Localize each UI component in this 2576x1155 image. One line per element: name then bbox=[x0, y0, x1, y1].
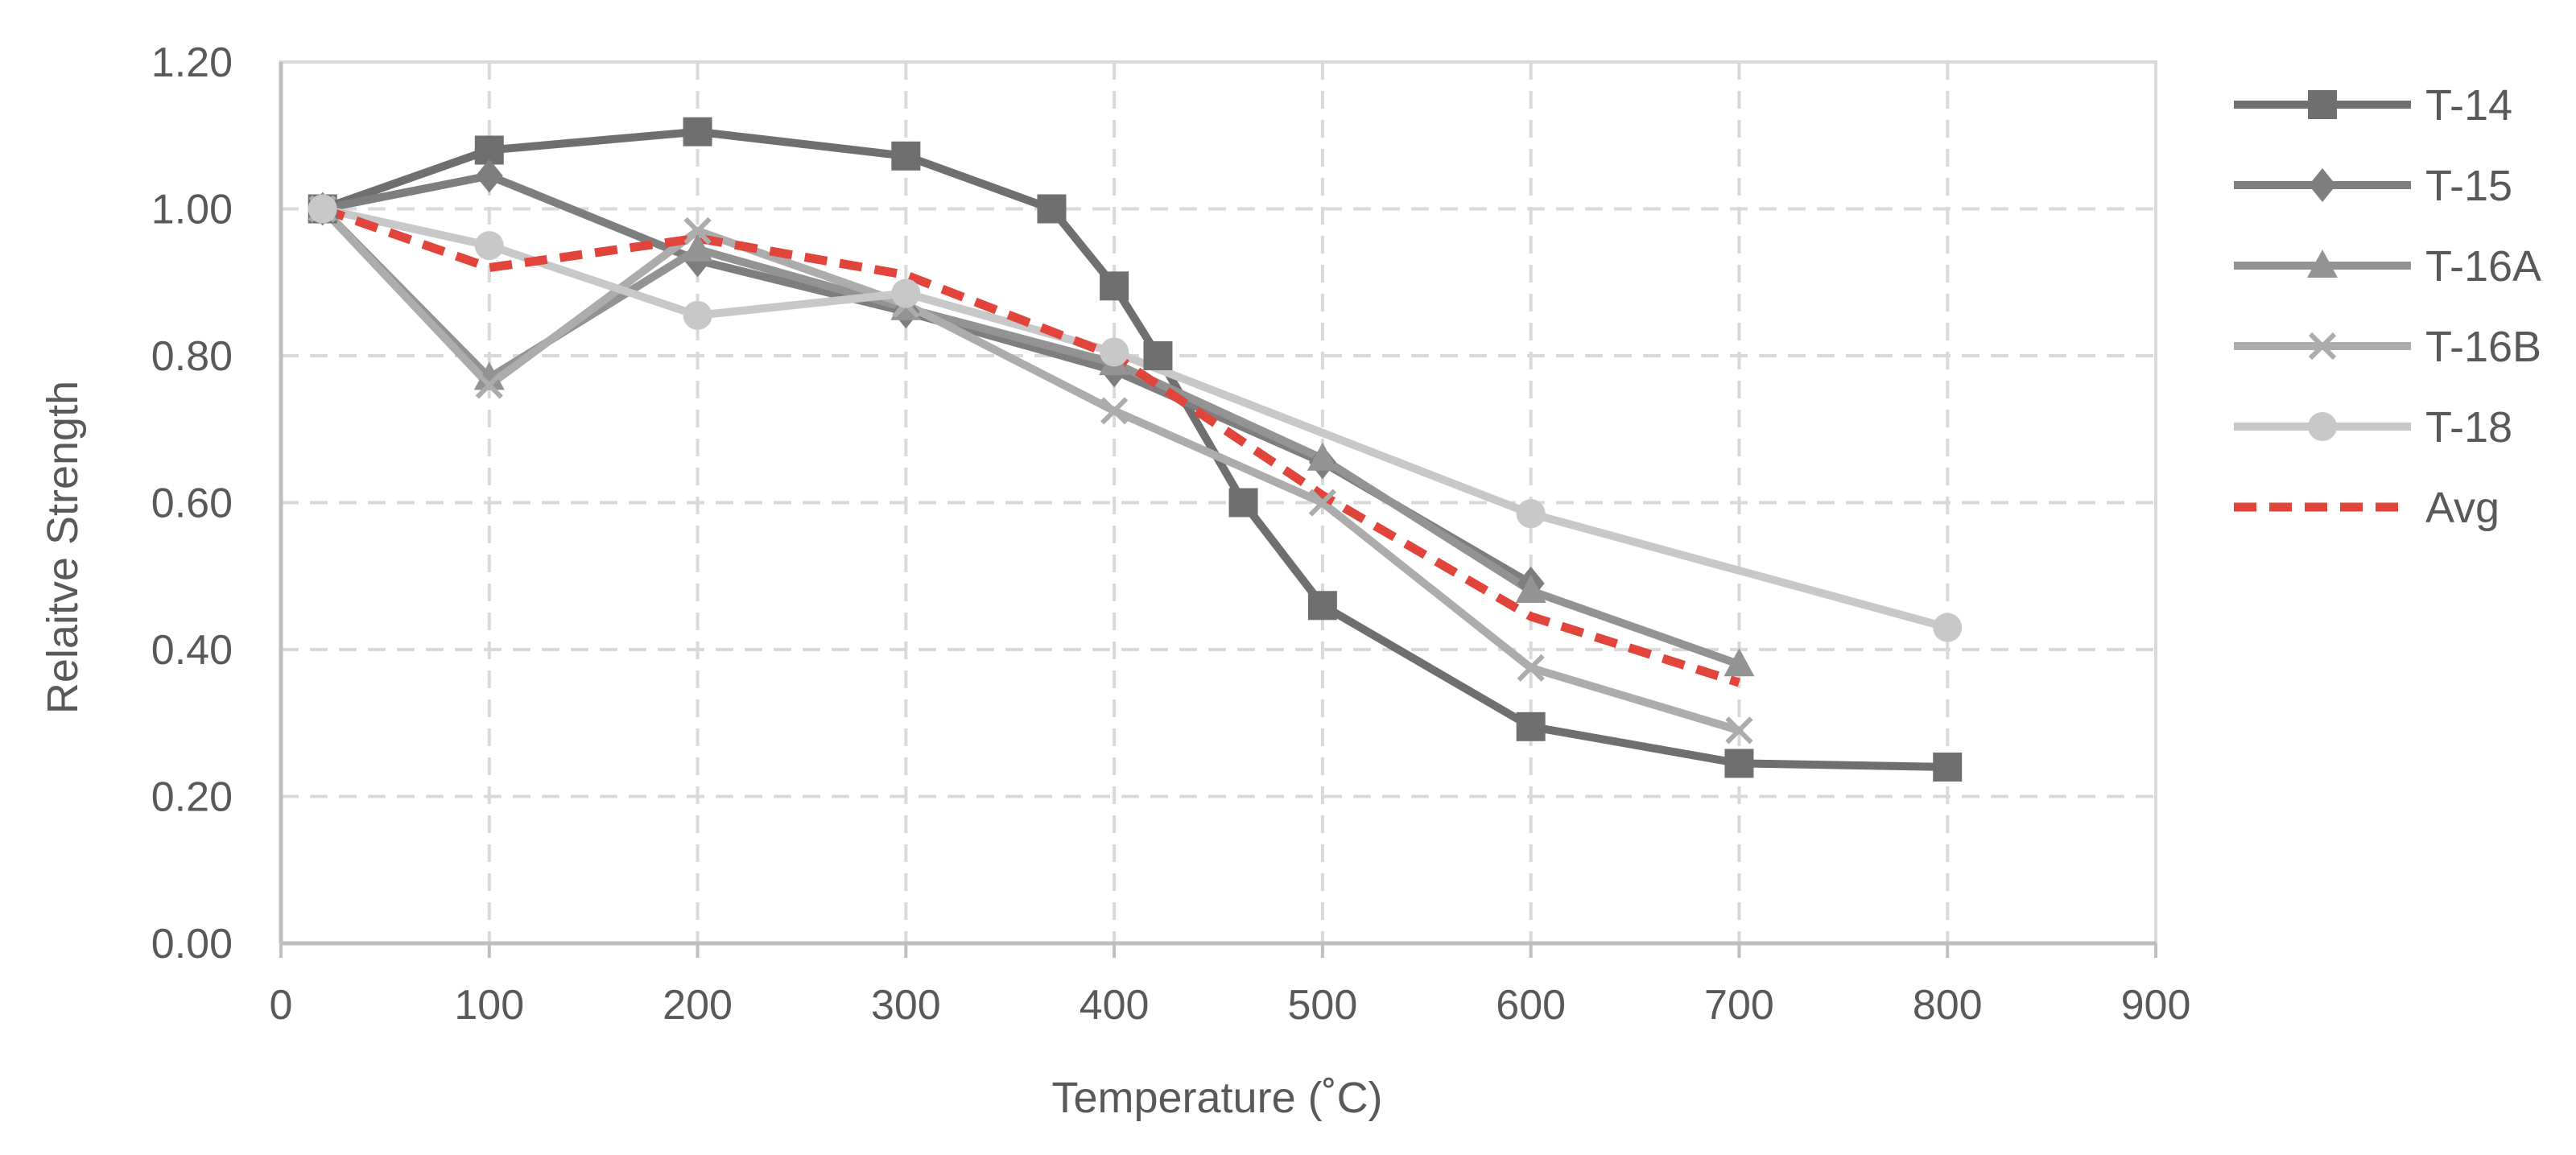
data-point-t-16b bbox=[1308, 489, 1337, 517]
series-line-avg bbox=[320, 204, 1741, 687]
data-point-t-16a bbox=[473, 361, 505, 390]
x-tick-label: 400 bbox=[1080, 982, 1150, 1029]
x-tick-label: 300 bbox=[871, 982, 941, 1029]
legend-label: Avg bbox=[2425, 484, 2500, 532]
data-point-t-14 bbox=[891, 141, 921, 171]
legend-item-t-15: T-15 bbox=[2234, 162, 2512, 210]
x-tick-label: 200 bbox=[663, 982, 733, 1029]
legend-marker bbox=[2308, 90, 2337, 119]
data-point-t-18 bbox=[308, 194, 337, 224]
series-line-t-14 bbox=[318, 127, 1952, 771]
data-point-t-16a bbox=[1724, 648, 1755, 677]
tick-labels: 0.00 0.20 0.40 0.60 0.80 1.00 1.20 0 100 200 300 40… bbox=[151, 39, 2191, 1029]
legend-label: T-15 bbox=[2425, 162, 2512, 210]
data-point-t-14 bbox=[1228, 488, 1258, 518]
legend-item-avg: Avg bbox=[2234, 484, 2500, 532]
data-point-t-14 bbox=[683, 117, 712, 146]
data-point-t-14 bbox=[1037, 194, 1067, 224]
series-lines bbox=[318, 127, 1952, 771]
data-point-t-16b bbox=[1517, 654, 1545, 682]
data-point-t-18 bbox=[1100, 337, 1129, 367]
x-tick-label: 900 bbox=[2121, 982, 2191, 1029]
series-line-t-16b bbox=[318, 204, 1744, 735]
legend-item-t-18: T-18 bbox=[2234, 403, 2512, 452]
data-point-t-18 bbox=[683, 300, 712, 330]
data-point-t-16a bbox=[682, 233, 713, 262]
y-axis-title: Relaitve Strength bbox=[39, 381, 87, 714]
gridlines bbox=[281, 60, 2157, 943]
legend-marker bbox=[2308, 412, 2337, 441]
x-tick-label: 800 bbox=[1913, 982, 1983, 1029]
x-tick-label: 600 bbox=[1496, 982, 1566, 1029]
legend-marker bbox=[2308, 332, 2337, 361]
y-tick-label: 0.80 bbox=[151, 333, 233, 380]
data-point-t-14 bbox=[1307, 591, 1337, 621]
x-tick-label: 0 bbox=[270, 982, 293, 1029]
legend-marker bbox=[2309, 168, 2336, 202]
y-tick-label: 0.20 bbox=[151, 774, 233, 821]
legend-item-t-16b: T-16B bbox=[2234, 323, 2541, 371]
legend: T-14 T-15 T-16A T-16B T-18 Avg bbox=[2234, 81, 2541, 532]
data-point-t-15 bbox=[475, 159, 503, 193]
legend-label: T-16A bbox=[2425, 242, 2541, 291]
axes bbox=[279, 60, 2157, 958]
data-point-t-16a bbox=[1307, 442, 1338, 471]
legend-label: T-14 bbox=[2425, 81, 2512, 130]
data-point-t-14 bbox=[1724, 749, 1754, 778]
data-point-t-16b bbox=[475, 371, 503, 399]
y-tick-label: 0.60 bbox=[151, 481, 233, 527]
data-point-t-14 bbox=[1933, 753, 1963, 782]
x-tick-label: 500 bbox=[1288, 982, 1358, 1029]
y-tick-label: 1.00 bbox=[151, 187, 233, 233]
data-point-t-16b bbox=[1725, 716, 1753, 745]
data-point-t-14 bbox=[1516, 712, 1546, 741]
y-tick-label: 0.40 bbox=[151, 627, 233, 674]
data-point-t-18 bbox=[1933, 613, 1963, 642]
legend-label: T-16B bbox=[2425, 323, 2541, 371]
data-point-t-16a bbox=[1515, 575, 1546, 603]
x-tick-label: 100 bbox=[454, 982, 524, 1029]
data-point-t-18 bbox=[1516, 499, 1546, 529]
y-tick-label: 0.00 bbox=[151, 921, 233, 967]
y-tick-label: 1.20 bbox=[151, 39, 233, 86]
data-point-t-16b bbox=[1100, 397, 1129, 425]
series-markers bbox=[307, 117, 1963, 782]
data-point-t-16b bbox=[683, 217, 712, 245]
legend-marker bbox=[2307, 250, 2338, 278]
legend-item-t-16a: T-16A bbox=[2234, 242, 2541, 291]
data-point-t-18 bbox=[474, 231, 504, 261]
legend-label: T-18 bbox=[2425, 403, 2512, 452]
x-axis-title: Temperature (˚C) bbox=[1051, 1074, 1382, 1122]
data-point-t-14 bbox=[1143, 341, 1173, 370]
x-tick-label: 700 bbox=[1704, 982, 1774, 1029]
data-point-t-14 bbox=[1100, 271, 1129, 301]
data-point-t-18 bbox=[891, 278, 921, 308]
legend-item-t-14: T-14 bbox=[2234, 81, 2512, 130]
